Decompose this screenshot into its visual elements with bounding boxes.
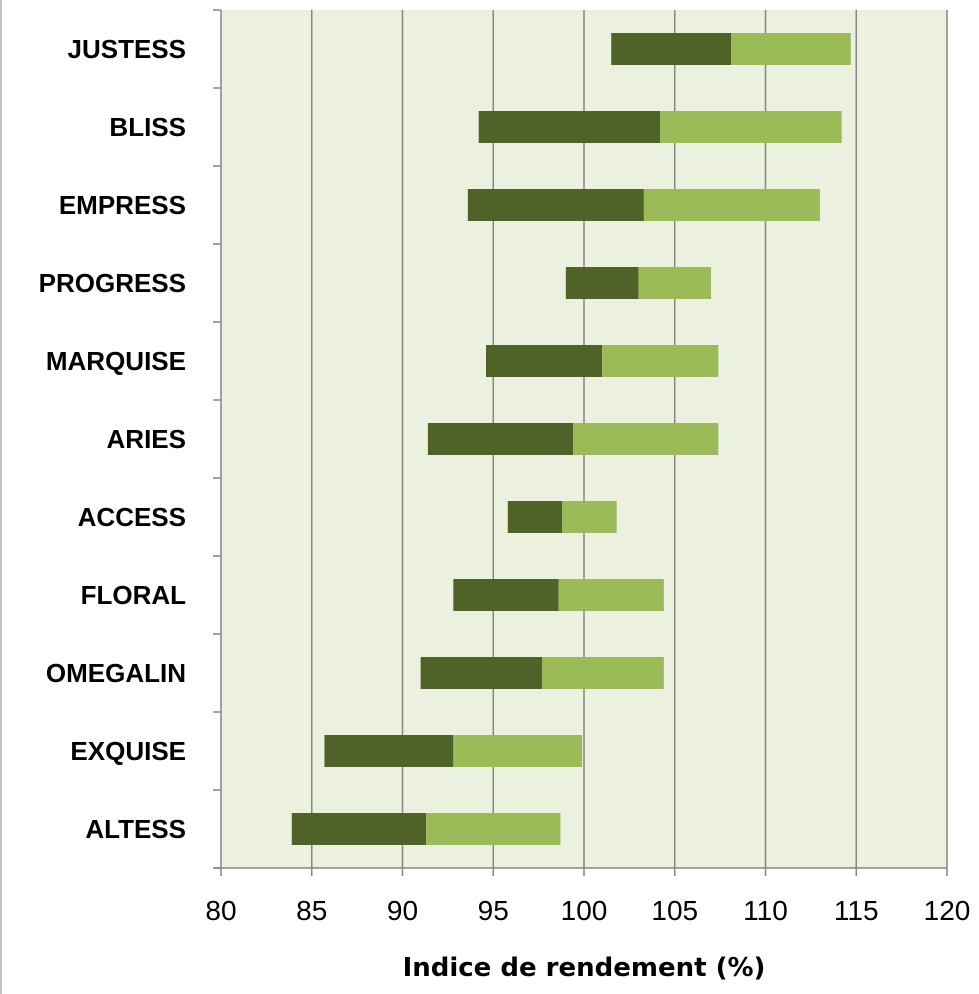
bar-segment-2-aries [573,423,719,455]
bar-segment-2-progress [638,267,712,299]
bar-segment-2-marquise [602,345,719,377]
x-tick-label: 100 [561,895,608,926]
category-label: ALTESS [85,814,186,844]
bar-segment-2-floral [558,579,664,611]
category-label: EXQUISE [70,736,186,766]
category-label: ACCESS [78,502,186,532]
bar-segment-2-exquise [453,735,583,767]
bar-segment-1-progress [565,267,639,299]
bar-segment-1-aries [427,423,574,455]
x-tick-label: 120 [924,895,971,926]
x-tick-label: 85 [296,895,327,926]
bar-segment-1-altess [291,813,427,845]
bar-segment-1-exquise [324,735,454,767]
bar-segment-2-altess [426,813,561,845]
bar-segment-1-empress [467,189,644,221]
category-label: FLORAL [81,580,187,610]
category-label: MARQUISE [46,346,186,376]
category-label: PROGRESS [39,268,186,298]
bar-segment-2-bliss [660,111,842,143]
category-label: BLISS [109,112,186,142]
bar-segment-1-marquise [485,345,603,377]
bar-segment-1-omegalin [420,657,543,689]
bar-segment-1-justess [611,33,732,65]
x-tick-label: 110 [743,895,788,926]
x-tick-label: 95 [478,895,509,926]
bar-segment-2-access [562,501,617,533]
bar-segment-1-access [507,501,563,533]
bar-segment-2-empress [643,189,820,221]
x-tick-label: 90 [387,895,418,926]
category-label: EMPRESS [59,190,186,220]
category-label: OMEGALIN [46,658,186,688]
x-tick-label: 115 [834,895,879,926]
category-labels: JUSTESS BLISS EMPRESS PROGRESS MARQUISE ARIES… [39,34,186,844]
axes [0,0,947,994]
x-tick-label: 105 [651,895,698,926]
bar-segment-1-bliss [478,111,661,143]
x-tick-label: 80 [205,895,236,926]
y-axis-ticks [213,9,221,869]
bar-segment-1-floral [453,579,559,611]
x-axis-title: Indice de rendement (%) [403,953,766,983]
bars [291,33,851,845]
bar-segment-2-justess [731,33,851,65]
x-tick-labels: 80 85 90 95 100 105 110 115 120 [205,868,970,926]
category-label: JUSTESS [68,34,187,64]
category-label: ARIES [107,424,186,454]
bar-segment-2-omegalin [542,657,664,689]
